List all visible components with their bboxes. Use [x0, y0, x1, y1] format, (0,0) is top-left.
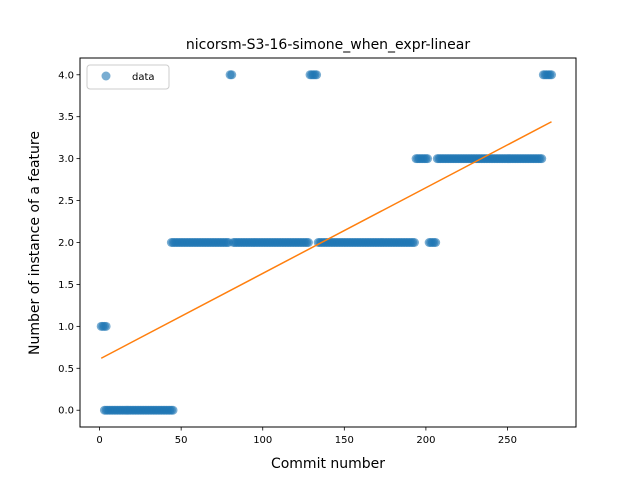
y-tick-label: 1.5	[58, 280, 74, 291]
y-tick-label: 4.0	[58, 70, 74, 81]
y-ticks: 0.0 0.5 1.0 1.5 2.0 2.5 3.0 3.5 4.0	[58, 70, 80, 417]
x-tick-label: 150	[335, 435, 354, 446]
data-point	[168, 405, 178, 415]
data-point	[547, 70, 557, 80]
x-tick-label: 50	[175, 435, 188, 446]
chart-title: nicorsm-S3-16-simone_when_expr-linear	[186, 37, 470, 53]
y-tick-label: 2.5	[58, 196, 74, 207]
legend-marker-data	[101, 71, 111, 81]
x-tick-label: 100	[253, 435, 272, 446]
x-tick-label: 0	[96, 435, 102, 446]
y-tick-label: 0.0	[58, 406, 74, 417]
x-tick-label: 250	[498, 435, 517, 446]
data-points	[96, 70, 557, 415]
fit-line-layer	[100, 121, 552, 359]
x-tick-label: 200	[416, 435, 435, 446]
data-point	[312, 70, 322, 80]
y-tick-label: 3.0	[58, 154, 74, 165]
y-tick-label: 2.0	[58, 238, 74, 249]
data-point	[423, 154, 433, 164]
y-tick-label: 1.0	[58, 322, 74, 333]
data-point	[227, 70, 237, 80]
legend-box	[86, 64, 170, 90]
y-tick-label: 0.5	[58, 364, 74, 375]
legend: data	[86, 64, 170, 90]
data-point	[409, 238, 419, 247]
legend-label-data: data	[132, 72, 155, 83]
data-point	[537, 154, 547, 164]
x-ticks: 0 50 100 150 200 250	[96, 427, 517, 446]
fit-line	[100, 121, 552, 359]
data-point	[303, 238, 313, 247]
data-point	[431, 238, 441, 247]
y-tick-label: 3.5	[58, 112, 74, 123]
y-axis-label: Number of instance of a feature	[27, 131, 43, 355]
data-point	[101, 321, 111, 331]
x-axis-label: Commit number	[271, 456, 385, 472]
